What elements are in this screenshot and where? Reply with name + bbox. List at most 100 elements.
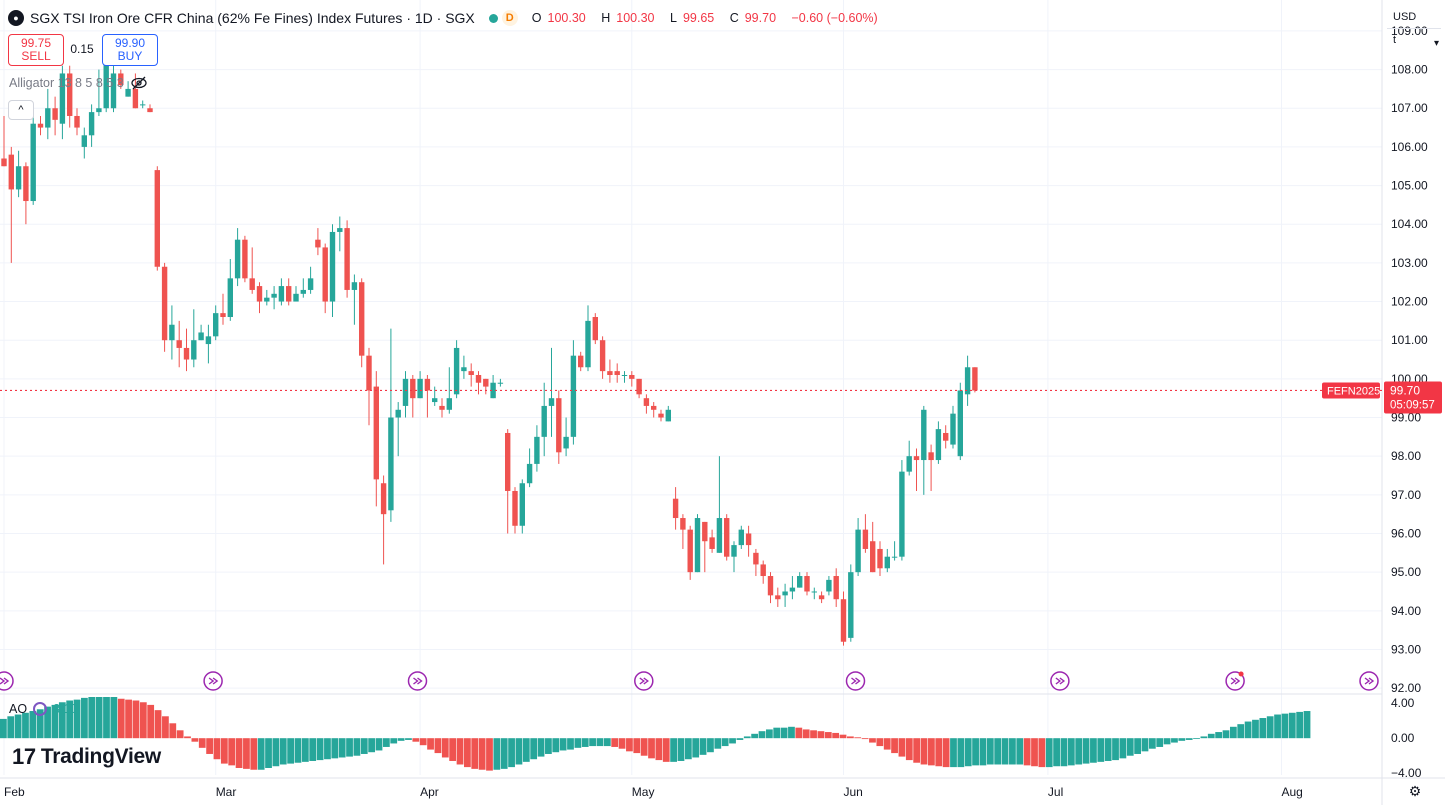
- ao-bar: [979, 738, 987, 766]
- ao-bar: [972, 738, 979, 766]
- ao-bar: [95, 697, 103, 739]
- candle-body: [264, 297, 270, 302]
- candle: [643, 394, 650, 414]
- ao-bar: [265, 738, 272, 768]
- candle: [242, 235, 248, 283]
- ao-bar: [331, 738, 339, 759]
- ao-tick-label: 0.00: [1391, 731, 1415, 745]
- event-chevrons: [639, 677, 649, 685]
- ao-label: AO: [9, 702, 28, 716]
- candle-body: [789, 587, 796, 592]
- ao-bar: [169, 723, 177, 739]
- alligator-legend[interactable]: Alligator 13 8 5 8 5 3: [9, 76, 148, 90]
- candle: [23, 162, 29, 225]
- candle-body: [943, 432, 949, 441]
- ao-bar: [1193, 738, 1200, 739]
- candle-body: [154, 170, 160, 267]
- candle: [570, 340, 577, 445]
- candle: [45, 88, 51, 140]
- ao-bar: [743, 736, 751, 739]
- ao-bar: [581, 738, 589, 747]
- close-value: 99.70: [744, 11, 777, 25]
- ao-bar: [950, 738, 957, 768]
- event-marker-icon: [845, 671, 866, 691]
- candle-body: [169, 324, 175, 341]
- candle: [738, 525, 744, 549]
- ao-bar: [891, 738, 898, 754]
- candle-body: [395, 409, 401, 418]
- ao-bar: [405, 738, 412, 740]
- tv-symbol-icon[interactable]: ●: [8, 10, 24, 26]
- candle: [563, 417, 569, 457]
- ao-bar: [1126, 738, 1134, 756]
- ao-bar: [1075, 738, 1083, 765]
- ao-bar: [729, 738, 736, 744]
- event-chevrons: [1230, 677, 1241, 685]
- candle: [366, 347, 372, 426]
- ao-tick-label: −4.00: [1391, 766, 1422, 780]
- candle: [556, 390, 562, 464]
- ao-bar: [309, 738, 317, 761]
- ao-bar: [832, 732, 840, 739]
- ao-bar: [603, 738, 611, 747]
- candle: [943, 425, 949, 449]
- ao-bar: [869, 738, 876, 743]
- tv-logo-text: TradingView: [40, 745, 161, 768]
- candle: [789, 576, 796, 600]
- candle: [359, 278, 365, 368]
- open-value: 100.30: [547, 11, 586, 25]
- candle-body: [512, 490, 518, 526]
- candle-body: [74, 115, 80, 128]
- symbol-title[interactable]: SGX TSI Iron Ore CFR China (62% Fe Fines…: [30, 10, 475, 26]
- ao-bar: [191, 738, 199, 742]
- time-tick-label: May: [632, 785, 655, 799]
- candle: [702, 521, 708, 573]
- time-tick-label: Apr: [420, 785, 439, 799]
- ao-bar: [1200, 736, 1208, 739]
- ao-bar: [861, 738, 869, 740]
- candle-body: [344, 228, 350, 290]
- ao-bar: [390, 738, 398, 744]
- event-chevrons: [208, 677, 219, 685]
- candle-body: [271, 293, 277, 298]
- candle: [278, 278, 285, 306]
- market-open-icon[interactable]: [488, 13, 498, 23]
- candle-body: [672, 498, 679, 519]
- candle-body: [629, 374, 635, 379]
- refresh-icon[interactable]: [33, 702, 48, 716]
- ao-bar: [1031, 738, 1038, 767]
- ao-bar: [184, 736, 191, 739]
- ao-bar: [905, 738, 913, 761]
- delayed-badge[interactable]: D: [501, 10, 518, 26]
- collapse-legend-button[interactable]: ^: [8, 100, 34, 120]
- candle-body: [410, 378, 416, 399]
- ao-bar: [500, 738, 508, 769]
- ao-bar: [626, 738, 633, 752]
- candle-body: [913, 456, 920, 461]
- candle: [344, 220, 350, 298]
- settings-gear-icon[interactable]: ⚙: [1408, 783, 1422, 799]
- hidden-eye-icon[interactable]: [130, 76, 148, 90]
- currency-selector[interactable]: USD t ▾: [1387, 6, 1441, 51]
- currency-label[interactable]: USD: [1387, 6, 1441, 29]
- candle-body: [804, 576, 810, 592]
- candle: [67, 65, 73, 128]
- ao-bar: [397, 738, 405, 741]
- candle-body: [505, 432, 511, 491]
- unit-label[interactable]: t: [1393, 34, 1397, 46]
- sell-button[interactable]: 99.75 SELL: [8, 34, 64, 66]
- candle: [322, 243, 328, 314]
- high-label: H: [601, 11, 611, 25]
- candle: [176, 320, 182, 368]
- ao-legend[interactable]: AO 3.10: [9, 702, 77, 716]
- tradingview-logo[interactable]: 17 TradingView: [12, 744, 161, 770]
- candle: [585, 305, 591, 372]
- sell-price: 99.75: [20, 36, 52, 50]
- time-tick-label: Jun: [844, 785, 863, 799]
- candle: [388, 328, 394, 522]
- buy-button[interactable]: 99.90 BUY: [102, 34, 158, 66]
- time-tick-label: Aug: [1282, 785, 1303, 799]
- candle: [629, 371, 635, 387]
- open-label: O: [531, 11, 542, 25]
